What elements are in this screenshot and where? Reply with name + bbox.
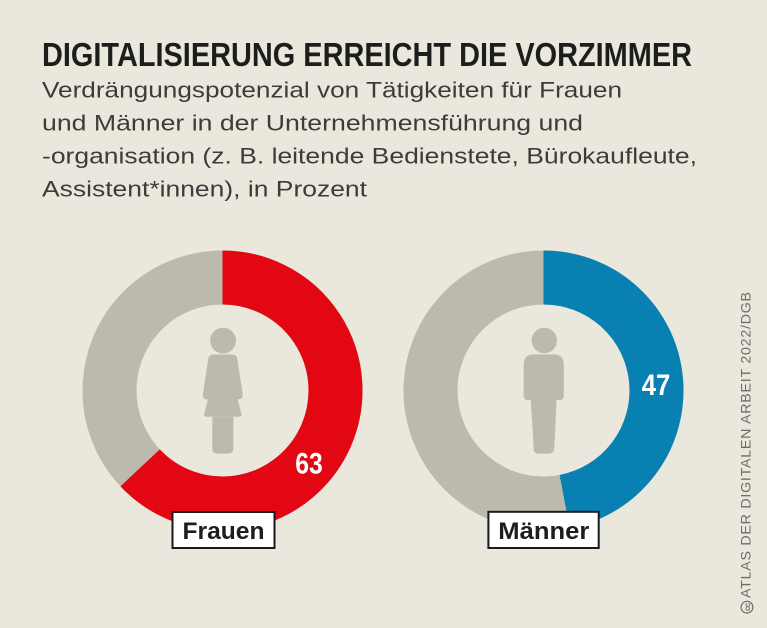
- svg-text:DIGITALISIERUNG ERREICHT DIE V: DIGITALISIERUNG ERREICHT DIE VORZIMMER: [42, 36, 692, 73]
- svg-text:und Männer in der Unternehmens: und Männer in der Unternehmensführung un…: [42, 111, 583, 136]
- svg-text:Frauen: Frauen: [183, 518, 265, 545]
- svg-text:63: 63: [295, 447, 323, 480]
- svg-text:47: 47: [642, 369, 671, 402]
- svg-text:Männer: Männer: [498, 518, 589, 545]
- svg-text:cc: cc: [742, 602, 752, 611]
- svg-text:ATLAS DER DIGITALEN ARBEIT 202: ATLAS DER DIGITALEN ARBEIT 2022/DGB: [739, 292, 755, 598]
- svg-text:Verdrängungspotenzial von Täti: Verdrängungspotenzial von Tätigkeiten fü…: [42, 78, 622, 103]
- svg-text:-organisation (z. B. leitende: -organisation (z. B. leitende Bedienstet…: [42, 144, 697, 169]
- svg-text:Assistent*innen), in Prozent: Assistent*innen), in Prozent: [42, 177, 367, 202]
